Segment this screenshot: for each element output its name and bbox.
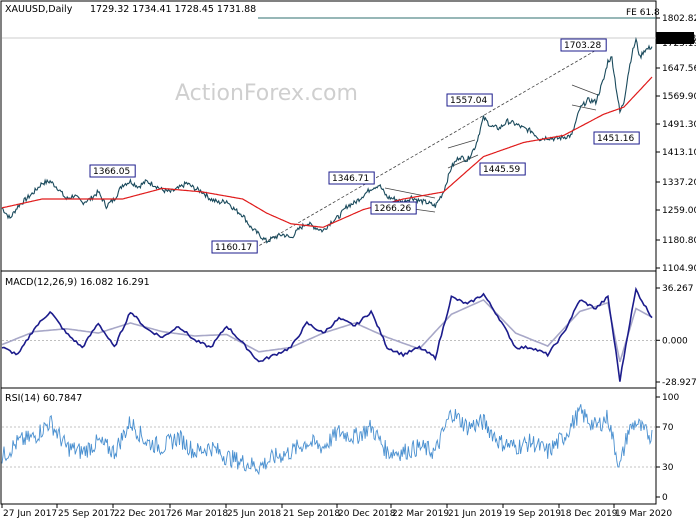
price-plot: 1802.821725.191647.561569.901491.301413.…	[1, 8, 696, 274]
annotation-label: 1366.05	[93, 167, 130, 177]
x-tick-label: 25 Sep 2017	[58, 509, 115, 519]
x-tick-label: 21 Jun 2019	[448, 509, 502, 519]
rsi-y-tick-label: 70	[662, 423, 674, 433]
trend-line-dashed	[254, 44, 606, 249]
annotation-box	[593, 131, 640, 145]
price-line	[1, 36, 653, 244]
last-price-label: 1731.88	[659, 34, 696, 44]
annotation-label: 1703.28	[564, 41, 601, 51]
annotation-box	[479, 162, 526, 176]
x-tick-label: 18 Dec 2019	[560, 509, 618, 519]
x-tick-label: 22 Dec 2017	[114, 509, 172, 519]
x-tick-label: 19 Sep 2019	[504, 509, 561, 519]
x-tick-label: 21 Sep 2018	[283, 509, 340, 519]
wedge-upper-line	[384, 187, 436, 199]
x-tick-label: 19 Mar 2020	[615, 509, 672, 519]
symbol-label: XAUUSD,Daily	[5, 4, 73, 15]
price-y-tick-label: 1802.82	[662, 14, 696, 24]
price-y-tick-label: 1569.90	[662, 92, 696, 102]
rsi-panel-frame	[0, 387, 657, 505]
x-tick-label: 20 Dec 2018	[338, 509, 396, 519]
annotation-box	[89, 164, 136, 178]
price-y-tick-label: 1413.10	[662, 148, 696, 158]
annotation-label: 1557.04	[450, 96, 487, 106]
price-y-tick-label: 1491.30	[662, 120, 696, 130]
flag-upper-line	[447, 139, 476, 149]
price-y-tick-label: 1180.80	[662, 236, 696, 246]
x-tick-label: 27 Jun 2017	[3, 509, 57, 519]
fe-level-label: FE 61.8	[626, 8, 660, 18]
rsi-y-tick-label: 100	[662, 393, 679, 403]
price-y-tick-label: 1647.56	[662, 64, 696, 74]
annotation-box	[211, 240, 258, 254]
x-tick-label: 22 Mar 2019	[392, 509, 449, 519]
macd-y-tick-label: -28.927	[662, 378, 696, 388]
last-price-box	[656, 32, 694, 44]
annotation-box	[328, 171, 375, 185]
flag2-upper-line	[571, 84, 599, 96]
price-y-tick-label: 1259.00	[662, 206, 696, 216]
flag2-lower-line	[571, 104, 597, 111]
price-y-tick-label: 1104.90	[662, 264, 696, 274]
watermark: ActionForex.com	[175, 81, 358, 106]
macd-plot: 36.267 0.000 -28.927	[1, 284, 696, 388]
price-y-tick-label: 1337.20	[662, 178, 696, 188]
macd-line	[1, 286, 653, 382]
annotation-box	[560, 38, 607, 52]
x-tick-label: 25 Jun 2018	[227, 509, 281, 519]
rsi-plot: 100 70 30 0	[1, 393, 679, 503]
annotation-label: 1160.17	[215, 243, 252, 253]
ohlc-label: 1729.32 1734.41 1728.45 1731.88	[90, 4, 256, 15]
annotation-label: 1451.16	[597, 134, 634, 144]
macd-y-tick-label: 36.267	[662, 284, 694, 294]
macd-panel-frame	[0, 270, 657, 389]
macd-y-tick-label: 0.000	[662, 336, 688, 346]
annotation-label: 1445.59	[483, 165, 520, 175]
macd-title: MACD(12,26,9) 16.082 16.291	[5, 277, 150, 288]
moving-average-line	[1, 76, 653, 228]
rsi-y-tick-label: 0	[662, 493, 668, 503]
macd-signal-line	[1, 298, 653, 363]
x-tick-label: 26 Mar 2018	[171, 509, 228, 519]
annotation-label: 1266.26	[374, 204, 411, 214]
annotation-box	[446, 93, 493, 107]
annotation-box	[370, 201, 417, 215]
rsi-line	[1, 404, 653, 476]
rsi-y-tick-label: 30	[662, 463, 674, 473]
rsi-title: RSI(14) 60.7847	[5, 393, 82, 404]
annotation-label: 1346.71	[332, 174, 369, 184]
